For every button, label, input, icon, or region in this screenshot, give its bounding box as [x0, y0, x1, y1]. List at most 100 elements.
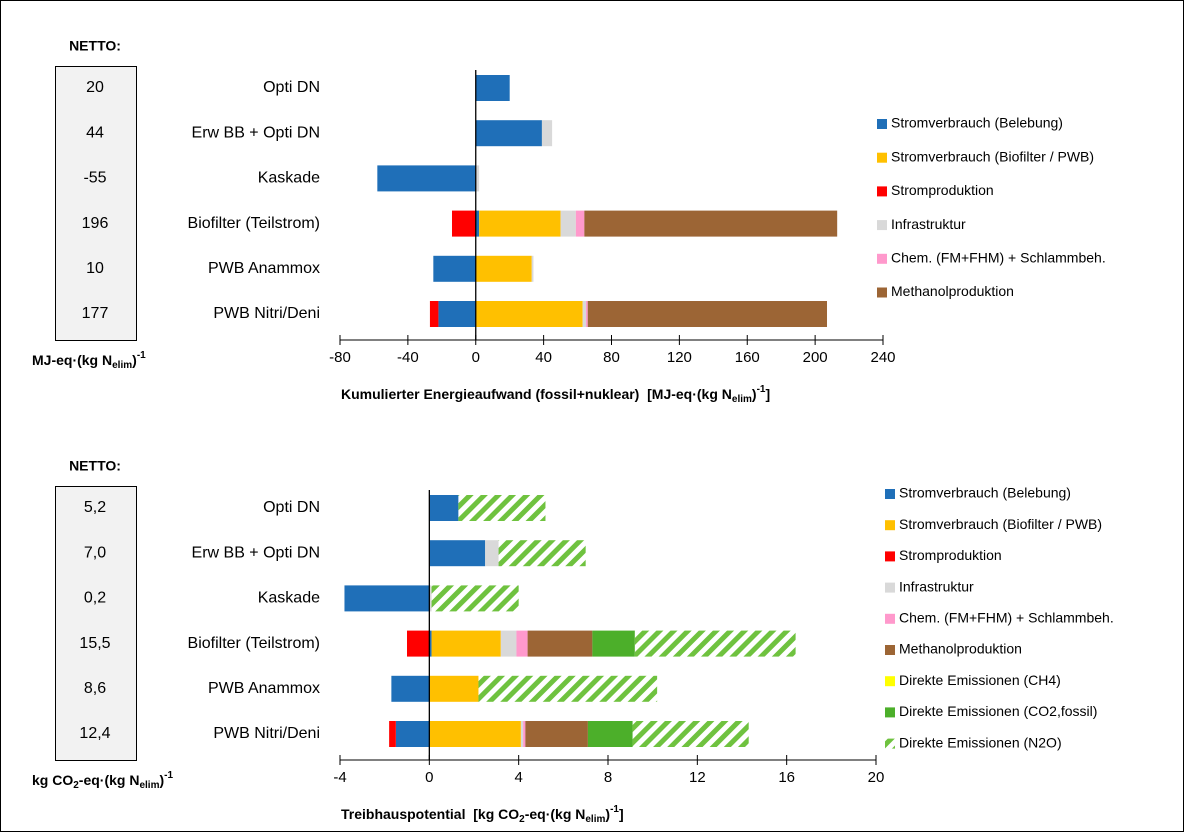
category-label: Opti DN	[263, 499, 320, 516]
bar-segment	[429, 495, 459, 521]
x-tick-label: 12	[689, 769, 706, 786]
legend-swatch	[877, 253, 887, 264]
legend-swatch	[885, 613, 895, 624]
category-label: Kaskade	[258, 590, 320, 607]
legend-swatch	[877, 119, 887, 129]
x-tick-label: 40	[535, 349, 552, 366]
legend-label: Stromproduktion	[899, 547, 1002, 563]
legend-label: Chem. (FM+FHM) + Schlammbeh.	[891, 250, 1106, 266]
unit-label: MJ-eq·(kg Nelim)-1	[32, 350, 146, 371]
bar-segment	[389, 721, 396, 747]
category-label: PWB Nitri/Deni	[213, 305, 320, 322]
x-tick-label: 20	[868, 769, 885, 786]
bar-segment	[475, 255, 532, 282]
bar-segment	[431, 585, 519, 612]
legend-swatch	[885, 520, 895, 531]
legend-swatch	[885, 551, 895, 562]
bar-segment	[525, 721, 588, 747]
bar-segment	[523, 721, 526, 747]
bar-segment	[527, 630, 593, 657]
legend-swatch	[877, 186, 887, 197]
bar-segment	[632, 721, 749, 747]
bar-segment	[516, 630, 528, 657]
bar-segment	[587, 721, 633, 747]
legend-label: Direkte Emissionen (CH4)	[899, 672, 1061, 688]
x-tick-label: 16	[778, 769, 795, 786]
bar-segment	[433, 255, 476, 282]
x-tick-label: 0	[425, 769, 433, 786]
bar-segment	[407, 630, 430, 657]
legend-swatch	[885, 738, 895, 749]
legend-swatch	[885, 489, 895, 499]
legend-label: Stromverbrauch (Belebung)	[899, 485, 1071, 501]
bar-segment	[584, 210, 838, 237]
legend-label: Stromverbrauch (Biofilter / PWB)	[891, 148, 1094, 164]
bar-segment	[429, 675, 479, 702]
bar-segment	[634, 630, 796, 657]
netto-value: -55	[83, 170, 106, 187]
category-label: PWB Anammox	[208, 680, 320, 697]
netto-value: 15,5	[79, 635, 110, 652]
legend-swatch	[885, 676, 895, 687]
category-label: Biofilter (Teilstrom)	[188, 635, 320, 652]
legend-swatch	[885, 582, 895, 593]
netto-title: NETTO:	[69, 458, 121, 474]
x-tick-label: 240	[870, 349, 895, 366]
bar-segment	[475, 120, 542, 147]
bar-segment	[429, 540, 486, 567]
x-tick-label: -80	[329, 349, 351, 366]
x-tick-label: 4	[514, 769, 522, 786]
legend-label: Infrastruktur	[891, 216, 966, 232]
unit-label: kg CO2-eq·(kg Nelim)-1	[32, 770, 173, 791]
x-tick-label: 0	[472, 349, 480, 366]
bar-segment	[429, 301, 439, 327]
bar-segment	[498, 540, 586, 567]
legend-label: Methanolproduktion	[891, 283, 1014, 299]
category-label: Kaskade	[258, 170, 320, 187]
legend-label: Stromverbrauch (Belebung)	[891, 115, 1063, 131]
legend-swatch	[877, 152, 887, 163]
x-axis-title: Kumulierter Energieaufwand (fossil+nukle…	[341, 384, 770, 405]
legend-swatch	[885, 707, 895, 718]
netto-box	[55, 66, 137, 341]
category-label: Erw BB + Opti DN	[192, 544, 320, 561]
bar-segment	[560, 210, 576, 237]
bar-segment	[592, 630, 635, 657]
bar-segment	[587, 301, 828, 327]
bar-segment	[475, 301, 583, 327]
legend-label: Infrastruktur	[899, 578, 974, 594]
x-tick-label: -40	[397, 349, 419, 366]
netto-value: 5,2	[84, 499, 106, 516]
bar-segment	[485, 540, 499, 567]
bar-segment	[586, 301, 588, 327]
bar-segment	[475, 75, 510, 101]
netto-value: 12,4	[79, 725, 110, 742]
x-tick-label: 120	[667, 349, 692, 366]
legend-swatch	[877, 287, 887, 298]
bar-segment	[475, 165, 480, 192]
bar-segment	[429, 585, 432, 612]
bar-segment	[391, 675, 430, 702]
bar-segment	[582, 301, 587, 327]
legend-label: Direkte Emissionen (CO2,fossil)	[899, 703, 1097, 719]
bar-segment	[541, 120, 553, 147]
bar-segment	[520, 721, 524, 747]
bar-segment	[429, 630, 432, 657]
bar-segment	[531, 255, 534, 282]
x-axis-title: Treibhauspotential [kg CO2-eq·(kg Nelim)…	[341, 804, 624, 825]
legend-swatch	[877, 220, 887, 231]
netto-box	[55, 486, 137, 761]
netto-title: NETTO:	[69, 38, 121, 54]
netto-value: 44	[86, 124, 104, 141]
bar-segment	[479, 210, 561, 237]
bar-segment	[344, 585, 430, 612]
legend-label: Direkte Emissionen (N2O)	[899, 734, 1062, 750]
category-label: PWB Nitri/Deni	[213, 725, 320, 742]
bar-segment	[500, 630, 517, 657]
category-label: Opti DN	[263, 79, 320, 96]
legend-label: Stromverbrauch (Biofilter / PWB)	[899, 516, 1102, 532]
bar-segment	[451, 210, 476, 237]
bar-segment	[377, 165, 476, 192]
legend-label: Stromproduktion	[891, 182, 994, 198]
netto-value: 196	[82, 215, 109, 232]
